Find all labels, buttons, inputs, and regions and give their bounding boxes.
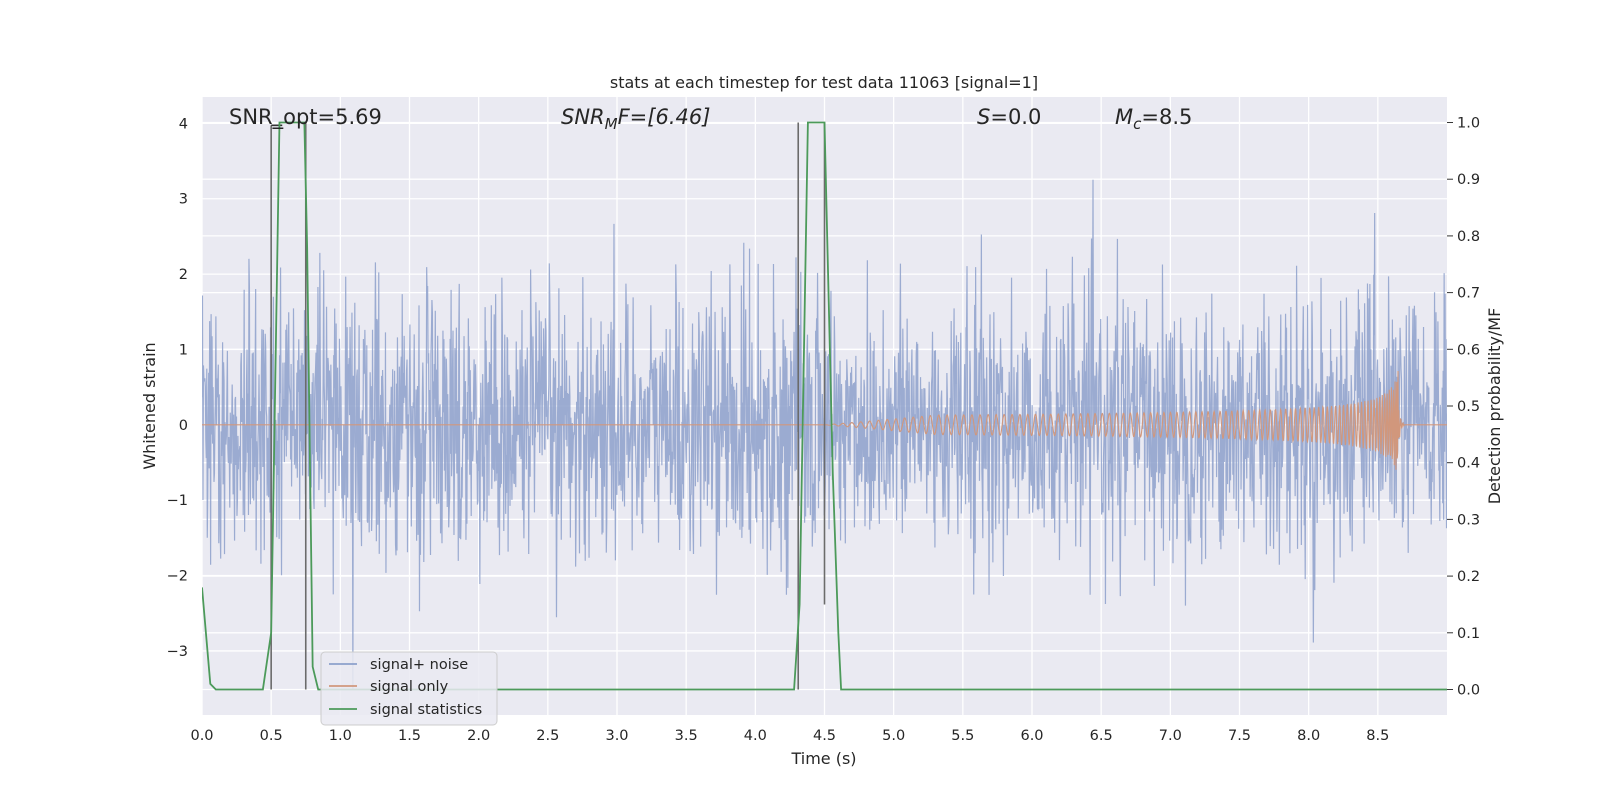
y-tick-label: −1 — [167, 493, 188, 509]
legend-label-signal-statistics: signal statistics — [370, 702, 482, 718]
annotation-s: S=0.0 — [977, 105, 1041, 129]
y2-axis-label: Detection probability/MF — [1485, 308, 1504, 505]
chart-title: stats at each timestep for test data 110… — [610, 73, 1038, 92]
y2-axis-ticks: 0.0 0.1 0.2 0.3 0.4 0.5 0.6 0.7 0.8 0.9 1.0 — [1447, 116, 1480, 698]
x-tick-label: 6.5 — [1090, 728, 1113, 744]
annotation-mc: Mc=8.5 — [1115, 105, 1192, 133]
x-tick-label: 3.0 — [605, 728, 628, 744]
y2-tick-label: 0.8 — [1457, 229, 1480, 245]
x-axis-ticks: 0.0 0.5 1.0 1.5 2.0 2.5 3.0 3.5 4.0 4.5 5.0 5.5 6.0 6… — [190, 728, 1389, 744]
series-signal-statistics-line — [202, 121, 1447, 691]
y-tick-label: 4 — [179, 116, 188, 132]
annotation-snr-mf: SNRMF=[6.46] — [561, 105, 710, 133]
annotation-s-main: S — [977, 105, 990, 129]
legend-box — [320, 651, 498, 726]
y-tick-label: 2 — [179, 267, 188, 283]
x-tick-label: 8.5 — [1366, 728, 1389, 744]
annotation-mc-rest: =8.5 — [1141, 105, 1192, 129]
x-tick-label: 1.0 — [329, 728, 352, 744]
x-tick-label: 2.0 — [467, 728, 490, 744]
y-tick-label: −2 — [167, 569, 188, 585]
y2-tick-label: 0.5 — [1457, 399, 1480, 415]
x-tick-label: 7.5 — [1228, 728, 1251, 744]
y2-tick-label: 0.2 — [1457, 569, 1480, 585]
x-tick-label: 8.0 — [1297, 728, 1320, 744]
y2-tick-label: 1.0 — [1457, 116, 1480, 132]
annotation-snr-mf-main: SNR — [561, 105, 605, 129]
y2-tick-label: 0.9 — [1457, 172, 1480, 188]
y2-tick-label: 0.6 — [1457, 342, 1480, 358]
x-tick-label: 5.0 — [882, 728, 905, 744]
y-tick-label: 0 — [179, 418, 188, 434]
y-tick-label: 1 — [179, 342, 188, 358]
x-axis-label: Time (s) — [790, 749, 856, 768]
annotation-mc-sub: c — [1133, 115, 1142, 133]
x-tick-label: 0.5 — [260, 728, 283, 744]
annotation-snr-opt: SNR_opt=5.69 — [229, 105, 382, 130]
legend-label-signal-only: signal only — [370, 679, 449, 695]
y-axis-label: Whitened strain — [140, 342, 159, 469]
annotation-snr-mf-sub: M — [605, 115, 618, 133]
y-tick-label: −3 — [167, 644, 188, 660]
y-axis-ticks: −3 −2 −1 0 1 2 3 4 — [167, 116, 188, 660]
annotation-snr-mf-rest: F=[6.46] — [618, 105, 711, 129]
legend: signal+ noise signal only signal statist… — [320, 651, 498, 726]
x-tick-label: 3.5 — [675, 728, 698, 744]
x-tick-label: 7.0 — [1159, 728, 1182, 744]
annotation-mc-main: M — [1115, 105, 1133, 129]
y-tick-label: 3 — [179, 192, 188, 208]
x-tick-label: 2.5 — [536, 728, 559, 744]
x-tick-label: 5.5 — [951, 728, 974, 744]
x-tick-label: 4.5 — [813, 728, 836, 744]
annotation-s-rest: =0.0 — [990, 105, 1041, 129]
x-tick-label: 6.0 — [1020, 728, 1043, 744]
x-tick-label: 0.0 — [190, 728, 213, 744]
x-tick-label: 1.5 — [398, 728, 421, 744]
y2-tick-label: 0.7 — [1457, 286, 1480, 302]
y2-tick-label: 0.4 — [1457, 456, 1480, 472]
y2-tick-label: 0.1 — [1457, 626, 1480, 642]
x-tick-label: 4.0 — [744, 728, 767, 744]
y2-tick-label: 0.0 — [1457, 682, 1480, 698]
legend-label-signal-noise: signal+ noise — [370, 657, 468, 673]
y2-tick-label: 0.3 — [1457, 512, 1480, 528]
